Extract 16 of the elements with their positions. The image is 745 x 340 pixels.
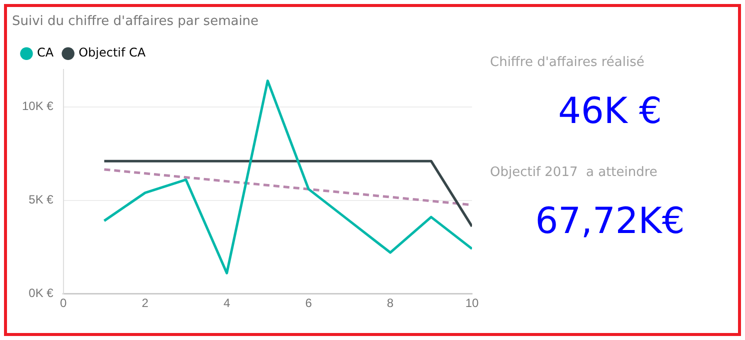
text: Objectif 2017 a atteindre xyxy=(490,165,658,182)
text: 67,72K€ xyxy=(534,200,686,244)
text: Chiffre d'affaires réalisé xyxy=(490,55,646,72)
text: 46K € xyxy=(557,90,663,134)
x-tick-label: 10 xyxy=(465,296,479,310)
y-tick-label: 0K € xyxy=(28,286,54,300)
x-tick-label: 2 xyxy=(142,296,149,310)
chart-title: Suivi du chiffre d'affaires par semaine xyxy=(12,14,259,30)
x-tick-label: 8 xyxy=(386,296,394,310)
x-tick-label: 4 xyxy=(223,296,230,310)
x-tick-label: 6 xyxy=(305,296,312,310)
x-tick-label: 0 xyxy=(60,296,68,310)
legend-label: CA xyxy=(37,46,54,60)
y-tick-label: 5K € xyxy=(28,192,54,207)
y-tick-label: 10K € xyxy=(22,99,54,114)
legend-label: Objectif CA xyxy=(78,46,146,60)
